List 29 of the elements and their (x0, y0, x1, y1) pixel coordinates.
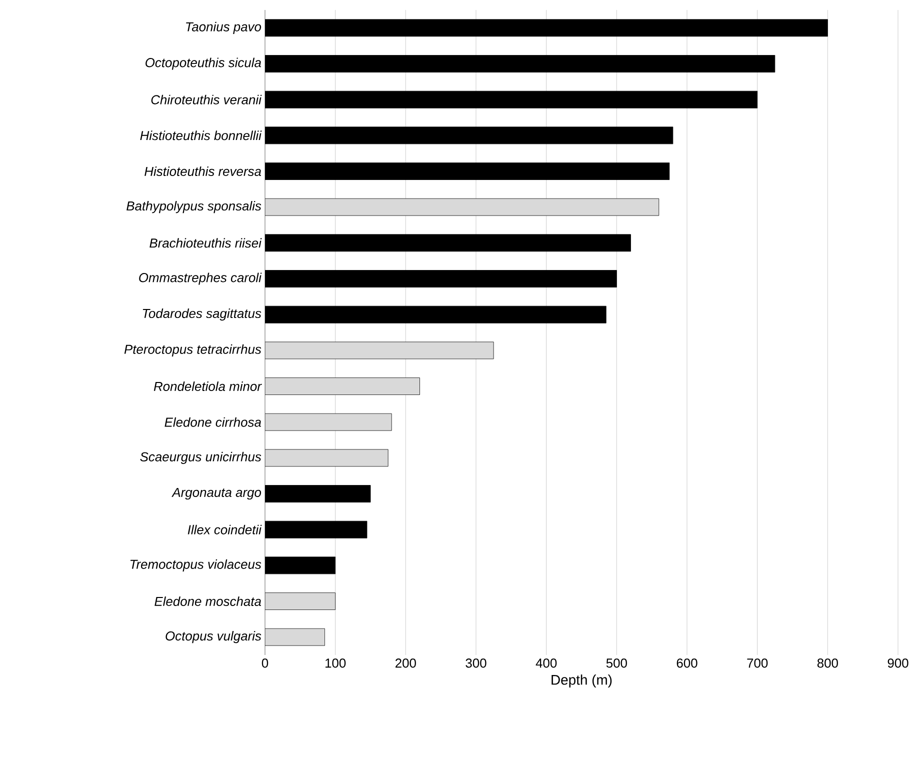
x-tick-label: 400 (536, 658, 557, 668)
x-axis-title: Depth (m) (552, 674, 612, 688)
y-tick-label: Brachioteuthis riisei (150, 238, 262, 248)
y-tick-label: Rondeletiola minor (154, 381, 262, 392)
y-tick-label: Tremoctopus violaceus (130, 559, 262, 572)
y-tick-label: Octopoteuthis sicula (146, 58, 262, 70)
x-tick-label: 600 (676, 658, 698, 668)
y-tick-label: Octopus vulgaris (166, 631, 262, 644)
x-tick-label: 100 (326, 658, 346, 668)
y-tick-label: Eledone moschata (154, 596, 262, 606)
y-tick-label: Chiroteuthis veranii (151, 94, 262, 104)
x-tick-label: 900 (888, 658, 908, 668)
y-tick-label: Histioteuthis bonnellii (140, 130, 262, 140)
x-tick-label: 300 (466, 658, 486, 668)
y-tick-label: Taonius pavo (186, 22, 262, 34)
x-tick-label: 500 (606, 658, 627, 668)
y-tick-label: Bathypolypus sponsalis (126, 201, 262, 214)
y-tick-label: Argonauta argo (172, 488, 262, 500)
x-tick-label: 800 (817, 658, 838, 668)
x-tick-label: 700 (747, 658, 768, 668)
x-tick-label: 0 (262, 658, 268, 668)
y-tick-label: Ommastrephes caroli (139, 272, 262, 285)
y-tick-label: Pteroctopus tetracirrhus (124, 344, 262, 356)
y-tick-label: Histioteuthis reversa (144, 166, 262, 176)
y-tick-label: Scaeurgus unicirrhus (140, 452, 262, 464)
x-tick-label: 200 (396, 658, 416, 668)
y-tick-label: Illex coindetii (188, 524, 262, 534)
y-tick-label: Eledone cirrhosa (164, 417, 262, 427)
y-tick-label: Todarodes sagittatus (142, 308, 262, 321)
